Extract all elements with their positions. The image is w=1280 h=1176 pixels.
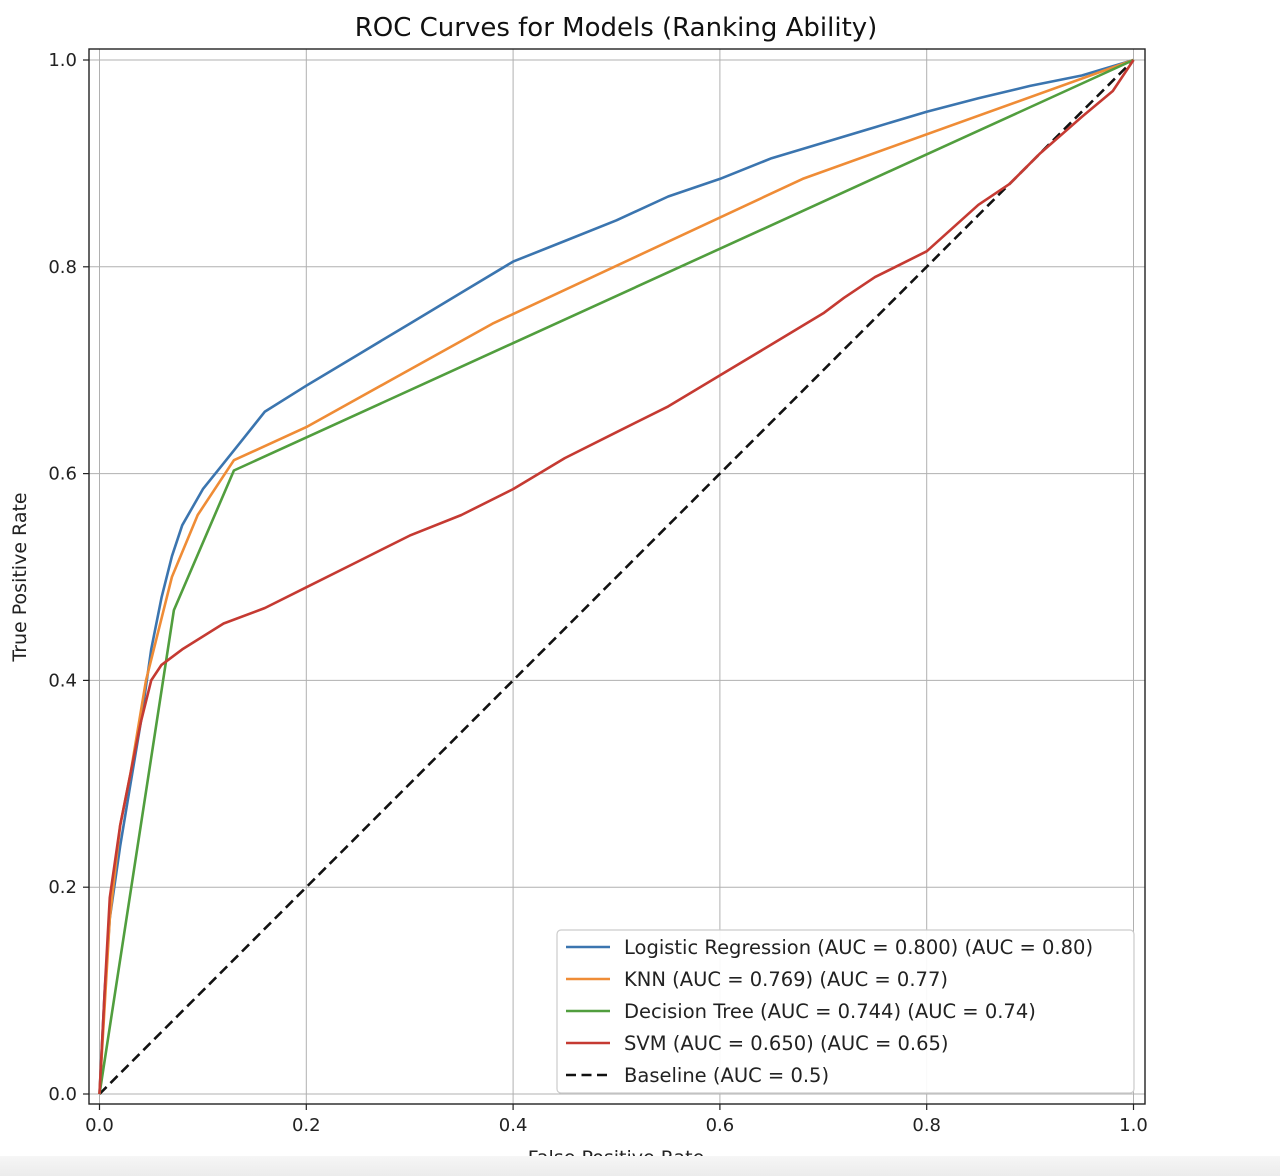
legend-entry: Baseline (AUC = 0.5) <box>624 1064 829 1087</box>
x-tick-label: 0.4 <box>499 1115 528 1136</box>
x-tick-label: 0.2 <box>292 1115 321 1136</box>
y-tick-label: 0.2 <box>48 877 77 898</box>
legend-entry: Decision Tree (AUC = 0.744) (AUC = 0.74) <box>624 1000 1036 1023</box>
series-line-baseline <box>98 59 1135 1095</box>
chart-title: ROC Curves for Models (Ranking Ability) <box>355 13 878 43</box>
plot-frame <box>88 48 1146 1105</box>
window-bottom-edge <box>0 1156 1280 1176</box>
legend: Logistic Regression (AUC = 0.800) (AUC =… <box>556 929 1135 1094</box>
legend-entry: KNN (AUC = 0.769) (AUC = 0.77) <box>624 968 948 991</box>
legend-entry: Logistic Regression (AUC = 0.800) (AUC =… <box>624 936 1093 959</box>
y-tick-label: 0.8 <box>48 257 77 278</box>
y-tick-label: 0.0 <box>48 1084 77 1105</box>
legend-box <box>556 929 1135 1094</box>
series-layer <box>98 58 1135 1095</box>
x-tick-label: 0.6 <box>706 1115 735 1136</box>
series-line-2 <box>98 58 1135 1095</box>
axis-ticks: 0.0 0.2 0.4 0.6 0.8 1.0 0.0 0.2 0.4 0.6 0.8 1.0 <box>48 50 1147 1136</box>
legend-entry: SVM (AUC = 0.650) (AUC = 0.65) <box>624 1032 949 1055</box>
x-tick-label: 1.0 <box>1119 1115 1148 1136</box>
y-axis-label: True Positive Rate <box>9 492 31 662</box>
series-line-3 <box>98 59 1135 1095</box>
y-tick-label: 1.0 <box>48 50 77 71</box>
x-tick-label: 0.0 <box>85 1115 114 1136</box>
x-tick-label: 0.8 <box>912 1115 941 1136</box>
grid <box>89 49 1145 1104</box>
y-tick-label: 0.6 <box>48 464 77 485</box>
y-tick-label: 0.4 <box>48 670 77 691</box>
